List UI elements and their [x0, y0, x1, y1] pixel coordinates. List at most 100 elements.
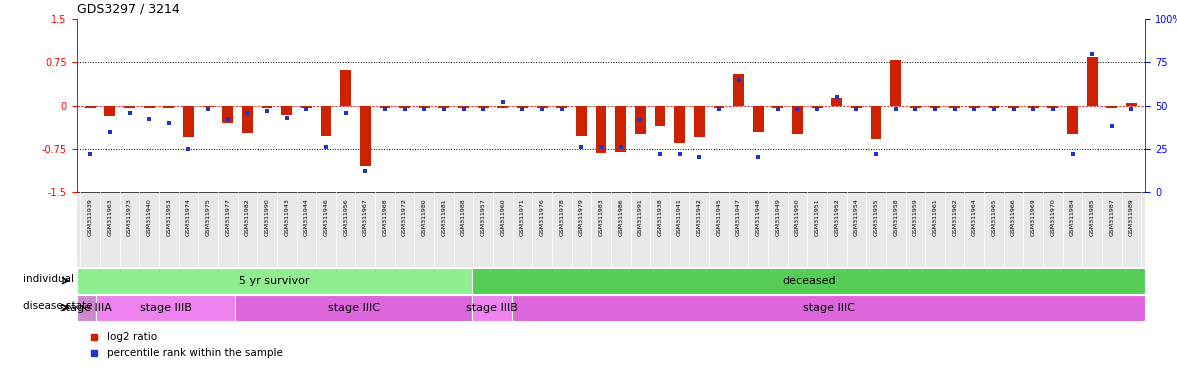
Text: GSM311973: GSM311973 [127, 198, 132, 236]
Bar [576, 106, 587, 136]
Text: GSM311971: GSM311971 [520, 198, 525, 236]
Text: percentile rank within the sample: percentile rank within the sample [107, 348, 282, 358]
Text: GSM311979: GSM311979 [579, 198, 584, 236]
Text: GSM311955: GSM311955 [873, 198, 878, 236]
Bar [772, 106, 783, 108]
Text: stage IIIC: stage IIIC [803, 303, 855, 313]
Text: disease state: disease state [24, 301, 93, 311]
Text: GSM311967: GSM311967 [363, 198, 367, 236]
Text: GSM311946: GSM311946 [324, 198, 328, 236]
Bar [694, 106, 705, 137]
Text: log2 ratio: log2 ratio [107, 332, 157, 342]
Text: GSM311956: GSM311956 [344, 198, 348, 236]
Text: GSM311949: GSM311949 [776, 198, 780, 236]
Bar [301, 106, 312, 109]
Bar [419, 106, 430, 109]
Text: GSM311962: GSM311962 [952, 198, 957, 236]
Bar [124, 106, 135, 108]
Bar [512, 295, 1145, 321]
Text: GSM311950: GSM311950 [794, 198, 800, 236]
Text: GSM311939: GSM311939 [88, 198, 93, 236]
Text: stage IIIC: stage IIIC [327, 303, 379, 313]
Bar [713, 106, 724, 109]
Text: GSM311951: GSM311951 [814, 198, 819, 236]
Text: GSM311965: GSM311965 [991, 198, 997, 236]
Bar [890, 60, 902, 106]
Bar [812, 106, 823, 108]
Bar [235, 295, 472, 321]
Bar [1009, 106, 1019, 108]
Text: GSM311959: GSM311959 [913, 198, 918, 236]
Bar [557, 106, 567, 108]
Bar [871, 106, 882, 139]
Bar [1086, 57, 1098, 106]
Text: GSM311938: GSM311938 [658, 198, 663, 236]
Text: GSM311983: GSM311983 [599, 198, 604, 236]
Text: GSM311943: GSM311943 [284, 198, 290, 236]
Bar [1068, 106, 1078, 134]
Text: GSM311990: GSM311990 [265, 198, 270, 236]
Bar [399, 106, 410, 109]
Text: GSM311964: GSM311964 [972, 198, 977, 236]
Text: GSM311986: GSM311986 [618, 198, 623, 236]
Text: individual: individual [24, 275, 74, 285]
Bar [930, 106, 940, 108]
Text: GSM311980: GSM311980 [421, 198, 427, 236]
Text: GSM311944: GSM311944 [304, 198, 308, 236]
Text: GSM311947: GSM311947 [736, 198, 742, 236]
Bar [596, 106, 606, 153]
Text: 5 yr survivor: 5 yr survivor [239, 276, 310, 286]
Text: GSM311981: GSM311981 [441, 198, 446, 236]
Text: GSM311953: GSM311953 [166, 198, 172, 236]
Text: GSM311948: GSM311948 [756, 198, 760, 236]
Bar [910, 106, 920, 108]
Text: GSM311976: GSM311976 [539, 198, 545, 236]
Text: deceased: deceased [782, 276, 836, 286]
Bar [1028, 106, 1038, 108]
Bar [1048, 106, 1058, 108]
Bar [77, 295, 97, 321]
Bar [472, 268, 1145, 294]
Text: GSM311985: GSM311985 [1090, 198, 1095, 236]
Text: GSM311961: GSM311961 [932, 198, 938, 236]
Bar [654, 106, 665, 126]
Text: GDS3297 / 3214: GDS3297 / 3214 [77, 2, 179, 15]
Text: GSM311974: GSM311974 [186, 198, 191, 236]
Text: GSM311984: GSM311984 [1070, 198, 1075, 236]
Text: GSM311954: GSM311954 [855, 198, 859, 236]
Text: GSM311989: GSM311989 [1129, 198, 1133, 236]
Text: GSM311975: GSM311975 [206, 198, 211, 236]
Text: GSM311991: GSM311991 [638, 198, 643, 236]
Text: GSM311958: GSM311958 [893, 198, 898, 236]
Bar [458, 106, 468, 109]
Bar [537, 106, 547, 108]
Bar [792, 106, 803, 134]
Text: GSM311940: GSM311940 [147, 198, 152, 236]
Bar [261, 106, 272, 109]
Bar [498, 106, 508, 108]
Text: GSM311952: GSM311952 [834, 198, 839, 236]
Bar [1126, 103, 1137, 106]
Bar [733, 74, 744, 106]
Text: GSM311966: GSM311966 [1011, 198, 1016, 236]
Bar [634, 106, 646, 134]
Bar [1106, 106, 1117, 109]
Bar [222, 106, 233, 123]
Text: GSM311972: GSM311972 [403, 198, 407, 236]
Text: GSM311957: GSM311957 [480, 198, 486, 236]
Text: GSM311941: GSM311941 [677, 198, 683, 236]
Bar [950, 106, 960, 108]
Bar [184, 106, 194, 137]
Text: stage IIIA: stage IIIA [60, 303, 112, 313]
Text: stage IIIB: stage IIIB [466, 303, 518, 313]
Bar [478, 106, 488, 108]
Bar [320, 106, 332, 136]
Bar [851, 106, 862, 108]
Bar [85, 106, 95, 109]
Text: GSM311960: GSM311960 [500, 198, 505, 236]
Bar [674, 106, 685, 143]
Bar [472, 295, 512, 321]
Bar [105, 106, 115, 116]
Bar [97, 295, 235, 321]
Bar [831, 98, 843, 106]
